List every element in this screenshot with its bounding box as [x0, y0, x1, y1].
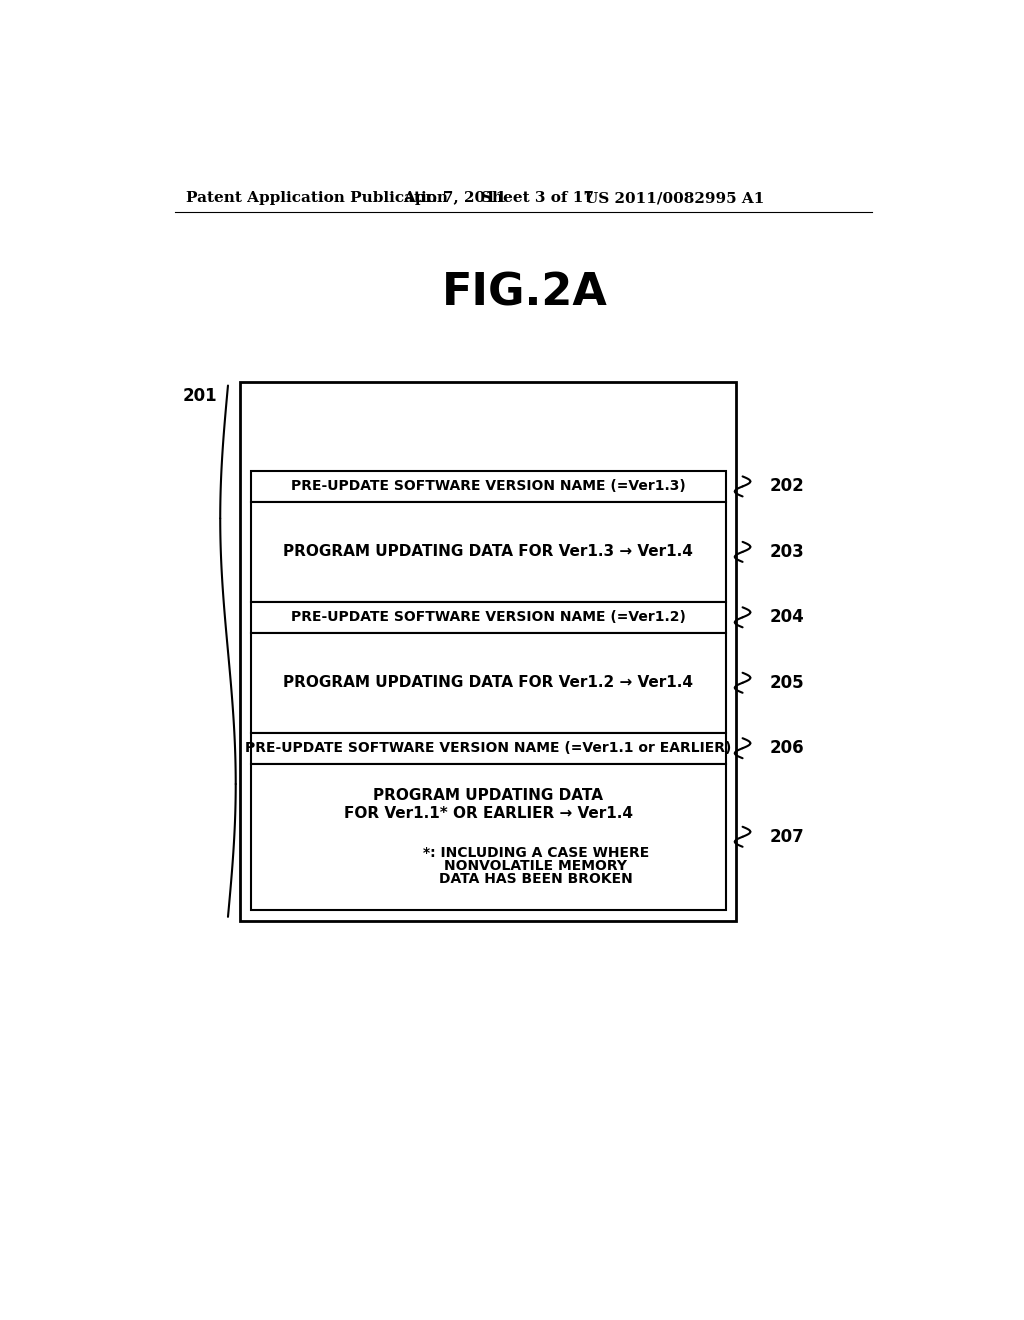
Text: 205: 205 — [770, 673, 804, 692]
Text: PRE-UPDATE SOFTWARE VERSION NAME (=Ver1.1 or EARLIER): PRE-UPDATE SOFTWARE VERSION NAME (=Ver1.… — [245, 742, 731, 755]
Text: PRE-UPDATE SOFTWARE VERSION NAME (=Ver1.3): PRE-UPDATE SOFTWARE VERSION NAME (=Ver1.… — [291, 479, 686, 494]
Text: FIG.2A: FIG.2A — [442, 272, 607, 314]
Text: 204: 204 — [770, 609, 805, 626]
Text: 201: 201 — [182, 387, 217, 404]
Text: PROGRAM UPDATING DATA: PROGRAM UPDATING DATA — [374, 788, 603, 803]
Bar — [241, 381, 736, 921]
Text: 203: 203 — [770, 543, 805, 561]
Text: 207: 207 — [770, 828, 805, 846]
Bar — [251, 471, 726, 502]
Text: NONVOLATILE MEMORY: NONVOLATILE MEMORY — [444, 859, 628, 873]
Text: PROGRAM UPDATING DATA FOR Ver1.2 → Ver1.4: PROGRAM UPDATING DATA FOR Ver1.2 → Ver1.… — [284, 676, 693, 690]
Bar — [251, 502, 726, 602]
Text: 202: 202 — [770, 478, 805, 495]
Text: PRE-UPDATE SOFTWARE VERSION NAME (=Ver1.2): PRE-UPDATE SOFTWARE VERSION NAME (=Ver1.… — [291, 610, 686, 624]
Text: 206: 206 — [770, 739, 804, 758]
Text: DATA HAS BEEN BROKEN: DATA HAS BEEN BROKEN — [439, 873, 633, 886]
Text: Apr. 7, 2011: Apr. 7, 2011 — [403, 191, 507, 206]
Text: Patent Application Publication: Patent Application Publication — [186, 191, 449, 206]
Text: US 2011/0082995 A1: US 2011/0082995 A1 — [586, 191, 765, 206]
Bar — [251, 602, 726, 632]
Text: PROGRAM UPDATING DATA FOR Ver1.3 → Ver1.4: PROGRAM UPDATING DATA FOR Ver1.3 → Ver1.… — [284, 544, 693, 560]
Text: Sheet 3 of 17: Sheet 3 of 17 — [480, 191, 594, 206]
Bar — [251, 733, 726, 763]
Bar — [251, 632, 726, 733]
Text: FOR Ver1.1* OR EARLIER → Ver1.4: FOR Ver1.1* OR EARLIER → Ver1.4 — [344, 807, 633, 821]
Text: *: INCLUDING A CASE WHERE: *: INCLUDING A CASE WHERE — [423, 846, 649, 859]
Bar — [251, 763, 726, 909]
